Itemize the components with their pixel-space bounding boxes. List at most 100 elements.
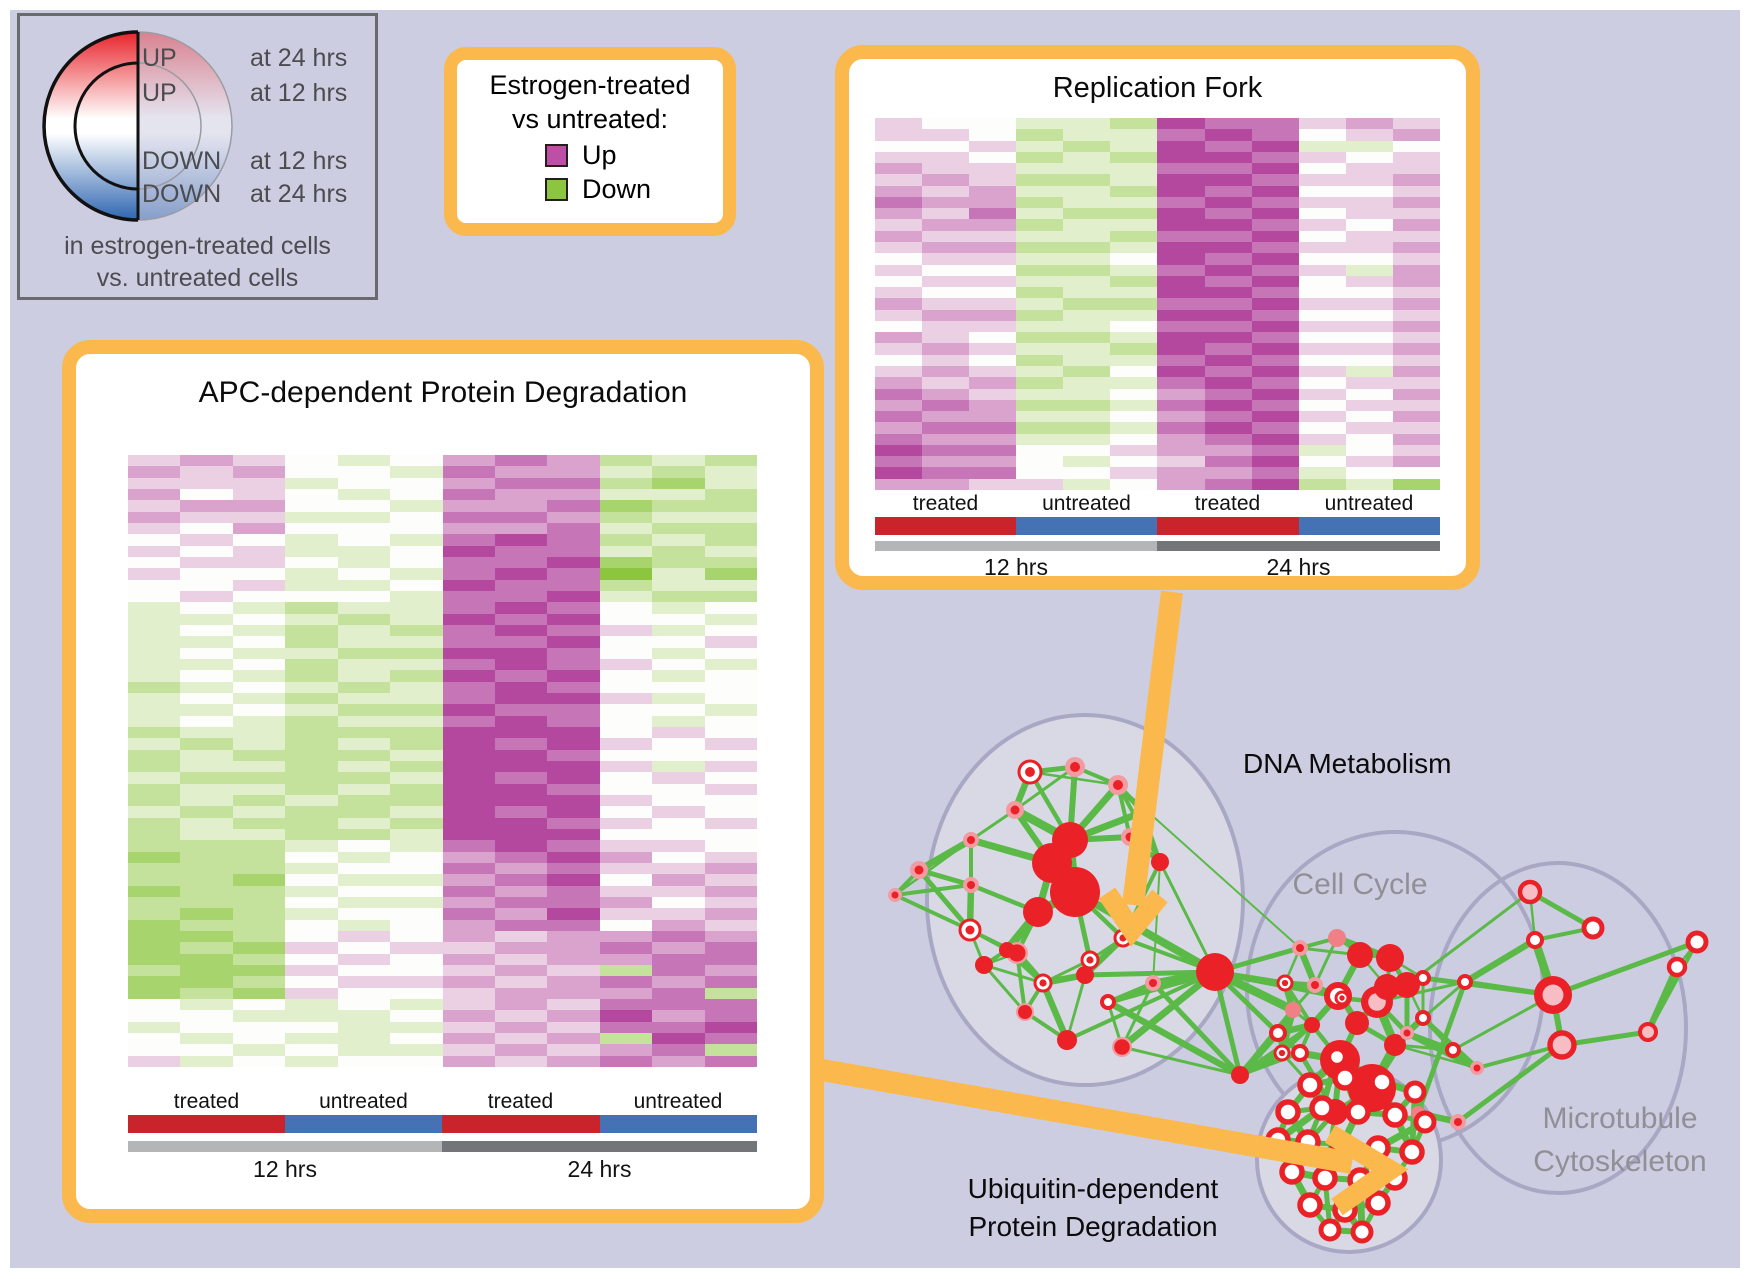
heatmap-cell [1298, 118, 1346, 130]
heatmap-cell [1016, 422, 1064, 434]
up-color-swatch [545, 144, 568, 167]
heatmap-cell [180, 1055, 233, 1067]
heatmap-cell [652, 624, 705, 637]
heatmap-cell [1204, 422, 1252, 434]
heatmap-cell [704, 851, 757, 863]
heatmap-cell [180, 568, 233, 580]
heatmap-cell [875, 219, 923, 231]
heatmap-cell [180, 466, 233, 478]
heatmap-cell [1392, 208, 1440, 220]
heatmap-cell [599, 534, 653, 546]
heatmap-cell [652, 455, 705, 467]
heatmap-cell [547, 885, 600, 897]
heatmap-cell [599, 602, 653, 614]
legend-footer-line2: vs. untreated cells [96, 264, 299, 292]
heatmap-cell [1298, 219, 1346, 231]
heatmap-cell [1016, 433, 1064, 445]
heatmap-cell [337, 874, 391, 886]
rf-untreated-bar-12 [1016, 517, 1157, 535]
heatmap-cell [1345, 174, 1393, 186]
replication-fork-heatmap [875, 118, 1440, 490]
heatmap-cell [652, 681, 705, 693]
heatmap-cell [922, 399, 970, 412]
heatmap-cell [390, 647, 443, 659]
heatmap-cell [390, 930, 443, 943]
heatmap-cell [875, 456, 923, 468]
heatmap-cell [599, 794, 653, 807]
heatmap-cell [180, 930, 233, 943]
heatmap-cell [442, 1044, 495, 1056]
heatmap-cell [704, 511, 757, 523]
heatmap-cell [1345, 444, 1393, 457]
heatmap-cell [704, 885, 757, 897]
panel-arrow-head [1324, 1125, 1409, 1216]
heatmap-cell [599, 806, 653, 818]
heatmap-cell [1392, 467, 1440, 479]
heatmap-cell [969, 365, 1017, 378]
heatmap-cell [1063, 253, 1111, 265]
heatmap-cell [180, 511, 233, 523]
heatmap-cell [1392, 309, 1440, 321]
heatmap-cell [337, 636, 391, 648]
heatmap-cell [494, 522, 548, 535]
heatmap-cell [232, 896, 286, 909]
heatmap-cell [128, 715, 181, 727]
heatmap-cell [337, 930, 391, 943]
heatmap-cell [1392, 118, 1440, 130]
apc-12hrs-bar [128, 1141, 442, 1152]
heatmap-cell [599, 749, 653, 761]
heatmap-cell [875, 444, 923, 457]
heatmap-cell [1204, 129, 1252, 141]
heatmap-cell [1251, 467, 1299, 479]
heatmap-cell [1345, 253, 1393, 265]
heatmap-cell [875, 399, 923, 412]
heatmap-cell [337, 987, 391, 999]
heatmap-cell [128, 806, 181, 818]
heatmap-cell [442, 738, 495, 750]
network-node-pink [914, 865, 924, 875]
heatmap-cell [128, 568, 181, 580]
rf-group-label-untreated-12: untreated [1042, 492, 1131, 515]
heatmap-cell [285, 545, 338, 557]
heatmap-cell [1016, 365, 1064, 378]
heatmap-cell [285, 749, 338, 761]
heatmap-cell [599, 908, 653, 920]
heatmap-cell [652, 658, 705, 671]
heatmap-cell [1063, 343, 1111, 355]
heatmap-cell [875, 151, 923, 164]
heatmap-cell [337, 477, 391, 489]
heatmap-cell [652, 885, 705, 897]
heatmap-cell [494, 579, 548, 591]
heatmap-cell [547, 987, 600, 999]
heatmap-cell [922, 129, 970, 141]
heatmap-cell [285, 647, 338, 659]
heatmap-cell [704, 874, 757, 886]
heatmap-cell [1204, 163, 1252, 175]
heatmap-cell [1063, 444, 1111, 457]
heatmap-cell [1063, 241, 1111, 254]
legend-up-12-dir: UP [142, 79, 177, 107]
heatmap-cell [1298, 208, 1346, 220]
heatmap-cell [1063, 332, 1111, 344]
heatmap-cell [1016, 287, 1064, 299]
heatmap-cell [1251, 185, 1299, 197]
heatmap-cell [180, 919, 233, 931]
heatmap-cell [180, 590, 233, 603]
heatmap-cell [128, 534, 181, 546]
heatmap-cell [1345, 377, 1393, 389]
heatmap-cell [1016, 354, 1064, 366]
legend-down-12-dir: DOWN [142, 147, 222, 175]
heatmap-cell [652, 692, 705, 705]
heatmap-cell [1157, 320, 1205, 333]
network-node-rw [1403, 1080, 1427, 1104]
heatmap-cell [128, 1055, 181, 1067]
heatmap-cell [232, 817, 286, 829]
heatmap-cell [1204, 365, 1252, 378]
heatmap-cell [442, 998, 495, 1011]
heatmap-cell [232, 726, 286, 739]
heatmap-cell [1251, 343, 1299, 355]
heatmap-cell [390, 477, 443, 489]
network-edge [1106, 999, 1242, 1078]
heatmap-cell [1251, 478, 1299, 490]
heatmap-cell [337, 545, 391, 557]
